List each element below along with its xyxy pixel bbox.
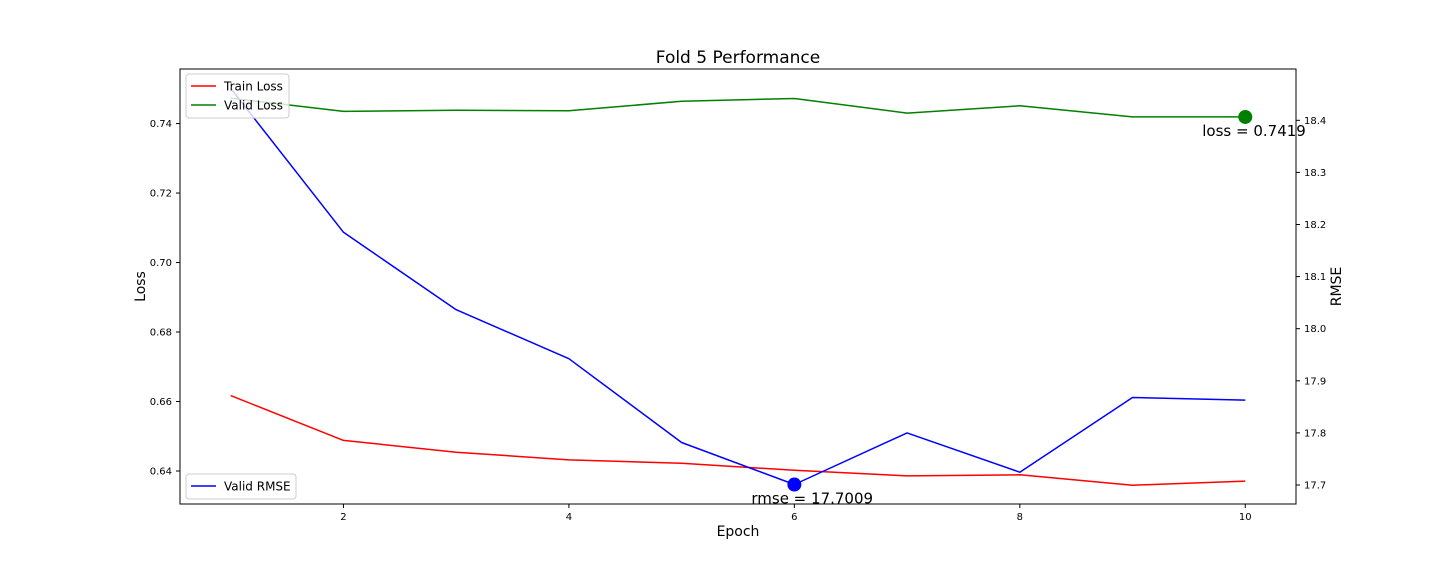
y-left-tick-label: 0.64 — [150, 466, 172, 477]
y-left-tick-label: 0.70 — [150, 258, 172, 269]
legend-rmse: Valid RMSE — [185, 473, 297, 500]
y-left-tick-label: 0.68 — [150, 328, 172, 339]
series-line-train-loss — [230, 394, 1246, 486]
x-tick-label: 6 — [791, 512, 797, 523]
y-right-tick-label: 18.4 — [1304, 116, 1326, 127]
chart-title: Fold 5 Performance — [656, 48, 820, 68]
y-right-tick-label: 18.0 — [1304, 324, 1326, 335]
x-tick-label: 10 — [1239, 512, 1252, 523]
annotation-marker-layer — [787, 109, 1253, 492]
y-axis-left-label: Loss — [133, 271, 149, 302]
legend-entry: Valid Loss — [224, 99, 283, 113]
x-axis-label: Epoch — [717, 524, 760, 540]
y-right-tick-label: 18.3 — [1304, 168, 1326, 179]
x-tick-label: 8 — [1017, 512, 1023, 523]
x-tick-label: 4 — [566, 512, 572, 523]
annotation-text-layer: loss = 0.7419 rmse = 17.7009 — [751, 122, 1305, 508]
legend-entry: Valid RMSE — [224, 480, 291, 494]
y-right-tick-label: 18.2 — [1304, 220, 1326, 231]
series-line-valid-loss — [230, 97, 1246, 118]
legend-box — [185, 73, 290, 119]
series-layer — [230, 87, 1246, 486]
y-axis-right-label: RMSE — [1329, 267, 1345, 307]
x-tick-label: 2 — [340, 512, 346, 523]
legend-entry: Train Loss — [223, 80, 283, 94]
y-left-tick-label: 0.74 — [150, 119, 172, 130]
y-left-tick-label: 0.66 — [150, 397, 172, 408]
y-axis-right-ticks: 17.7 17.8 17.9 18.0 18.1 18.2 18.3 18.4 — [1296, 116, 1326, 491]
annotation-label: rmse = 17.7009 — [751, 490, 873, 508]
y-right-tick-label: 18.1 — [1304, 272, 1326, 283]
y-right-tick-label: 17.8 — [1304, 428, 1326, 439]
y-left-tick-label: 0.72 — [150, 189, 172, 200]
series-line-valid-rmse — [230, 87, 1246, 486]
y-right-tick-label: 17.9 — [1304, 376, 1326, 387]
legend-box — [185, 473, 297, 500]
y-axis-left-ticks: 0.64 0.66 0.68 0.70 0.72 0.74 — [150, 119, 180, 477]
annotation-marker — [787, 477, 802, 492]
annotation-label: loss = 0.7419 — [1202, 122, 1306, 140]
plot-frame — [179, 68, 1297, 505]
y-right-tick-label: 17.7 — [1304, 480, 1326, 491]
legend-loss: Train Loss Valid Loss — [185, 73, 290, 119]
x-axis-ticks: 2 4 6 8 10 — [340, 504, 1252, 523]
annotation-marker — [1238, 109, 1253, 124]
